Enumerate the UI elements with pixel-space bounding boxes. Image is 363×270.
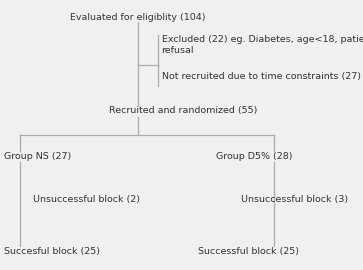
Text: Successful block (25): Successful block (25) [198, 247, 299, 256]
Text: Recruited and randomized (55): Recruited and randomized (55) [109, 106, 257, 115]
Text: Group D5% (28): Group D5% (28) [216, 152, 293, 161]
Text: Excluded (22) eg. Diabetes, age<18, patient
refusal: Excluded (22) eg. Diabetes, age<18, pati… [162, 35, 363, 55]
Text: Evaluated for eligiblity (104): Evaluated for eligiblity (104) [70, 13, 206, 22]
Text: Unsuccessful block (3): Unsuccessful block (3) [241, 195, 348, 204]
Text: Unsuccessful block (2): Unsuccessful block (2) [33, 195, 140, 204]
Text: Not recruited due to time constraints (27): Not recruited due to time constraints (2… [162, 72, 360, 82]
Text: Group NS (27): Group NS (27) [4, 152, 71, 161]
Text: Succesful block (25): Succesful block (25) [4, 247, 99, 256]
